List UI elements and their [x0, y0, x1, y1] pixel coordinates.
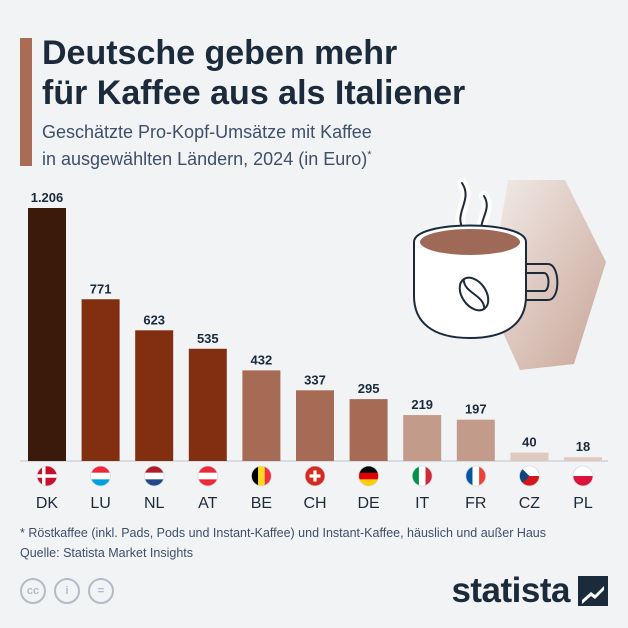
subtitle-line-1: Geschätzte Pro-Kopf-Umsätze mit Kaffee — [42, 122, 372, 142]
flag-germany-icon — [358, 465, 380, 487]
value-label-nl: 623 — [143, 312, 165, 327]
title-line-2: für Kaffee aus als Italiener — [42, 74, 466, 112]
bar-it — [403, 415, 442, 461]
bar-pl — [564, 457, 602, 461]
bar-de — [349, 399, 388, 461]
cc-icon[interactable]: cc — [20, 578, 46, 604]
footnote: * Röstkaffee (inkl. Pads, Pods und Insta… — [20, 526, 547, 540]
flag-netherlands-icon — [143, 465, 165, 487]
category-label-fr: FR — [465, 495, 486, 512]
flag-belgium-icon — [250, 465, 272, 487]
statista-logo-icon — [578, 576, 608, 606]
coffee-cup-illustration — [413, 178, 606, 370]
category-label-be: BE — [251, 495, 272, 512]
flag-luxembourg-icon — [90, 465, 111, 487]
bar-cz — [510, 452, 549, 461]
bar-be — [242, 370, 281, 461]
value-label-be: 432 — [251, 352, 273, 367]
title-accent-bar — [20, 38, 32, 166]
value-label-lu: 771 — [90, 281, 112, 296]
source: Quelle: Statista Market Insights — [20, 546, 193, 560]
value-label-pl: 18 — [576, 439, 590, 454]
value-label-it: 219 — [411, 397, 433, 412]
title-line-1: Deutsche geben mehr — [42, 34, 398, 72]
category-label-it: IT — [415, 495, 429, 512]
category-label-at: AT — [198, 495, 217, 512]
bar-fr — [456, 419, 495, 461]
bar-ch — [296, 390, 334, 461]
value-label-cz: 40 — [522, 435, 536, 450]
coffee-bean-icon — [458, 276, 490, 312]
cup-handle — [526, 263, 559, 301]
category-label-dk: DK — [36, 495, 59, 512]
bar-dk — [28, 208, 66, 461]
value-label-ch: 337 — [304, 372, 326, 387]
category-label-de: DE — [357, 495, 379, 512]
footnote-block: * Röstkaffee (inkl. Pads, Pods und Insta… — [20, 523, 546, 563]
flag-poland-icon — [572, 465, 594, 487]
statista-logo[interactable]: statista — [451, 571, 608, 611]
value-label-at: 535 — [197, 331, 219, 346]
logo-text: statista — [451, 571, 570, 610]
category-label-nl: NL — [144, 495, 165, 512]
subtitle-line-2: in ausgewählten Ländern, 2024 (in Euro)* — [42, 149, 372, 169]
bar-at — [188, 348, 227, 461]
category-label-ch: CH — [303, 495, 326, 512]
chart-subtitle: Geschätzte Pro-Kopf-Umsätze mit Kaffee i… — [42, 121, 372, 171]
license-icons: cc i = — [20, 578, 114, 604]
cup-icon — [413, 224, 527, 340]
bar-nl — [135, 330, 174, 461]
no-derivatives-icon[interactable]: = — [88, 578, 114, 604]
bar-lu — [81, 299, 120, 461]
value-label-fr: 197 — [465, 402, 487, 417]
chart-title: Deutsche geben mehr für Kaffee aus als I… — [42, 33, 602, 113]
flag-denmark-icon — [36, 465, 58, 487]
bar-chart: 1.206 DK 771 LU 623 NL 535 AT 432 BE 337 CH 295 DE 219… — [20, 178, 608, 512]
flag-austria-icon — [197, 465, 219, 487]
category-label-lu: LU — [90, 495, 110, 512]
flag-czechia-icon — [519, 465, 540, 487]
flag-france-icon — [465, 465, 487, 487]
category-label-cz: CZ — [519, 495, 541, 512]
flag-italy-icon — [411, 465, 433, 487]
attribution-icon[interactable]: i — [54, 578, 80, 604]
category-label-pl: PL — [573, 495, 593, 512]
value-label-de: 295 — [358, 381, 380, 396]
subtitle-footnote-mark: * — [367, 149, 372, 161]
value-label-dk: 1.206 — [31, 190, 64, 205]
flag-switzerland-icon — [304, 465, 326, 487]
